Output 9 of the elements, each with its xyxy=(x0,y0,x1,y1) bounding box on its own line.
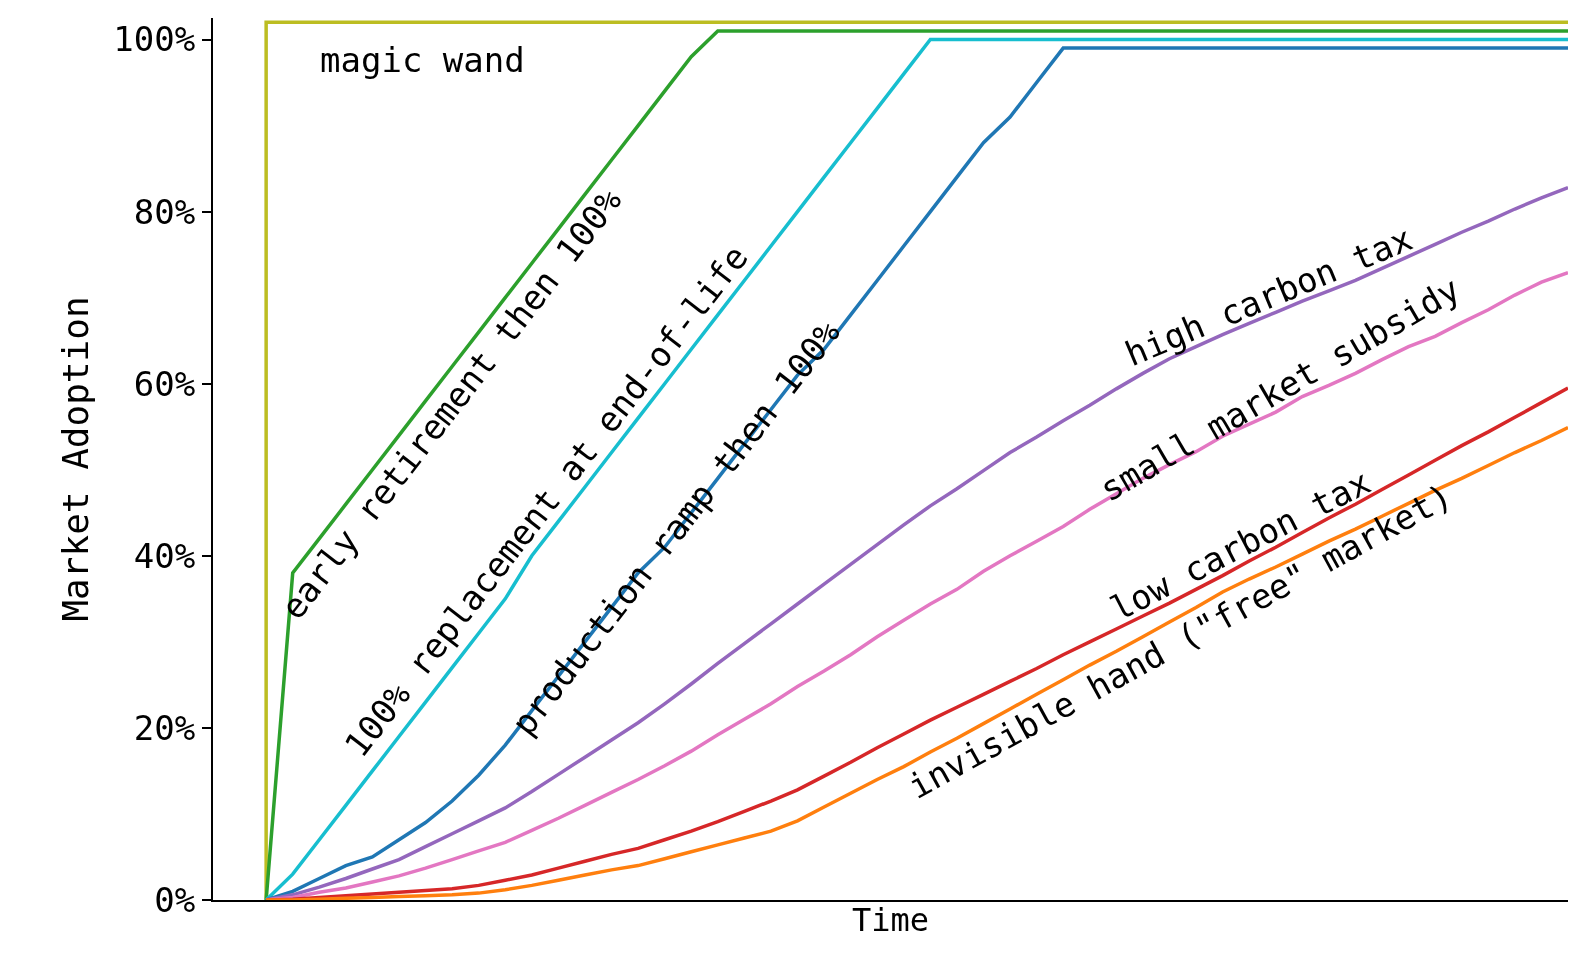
y-tick-label: 80% xyxy=(133,191,196,232)
y-tick-label: 100% xyxy=(113,19,196,60)
y-tick-label: 20% xyxy=(133,707,196,748)
y-tick-label: 60% xyxy=(133,363,196,404)
series-label: magic wand xyxy=(320,40,525,80)
y-tick-label: 40% xyxy=(133,535,196,576)
y-axis-title: Market Adoption xyxy=(54,296,96,622)
y-tick-label: 0% xyxy=(154,879,196,920)
x-axis-title: Time xyxy=(851,901,930,940)
